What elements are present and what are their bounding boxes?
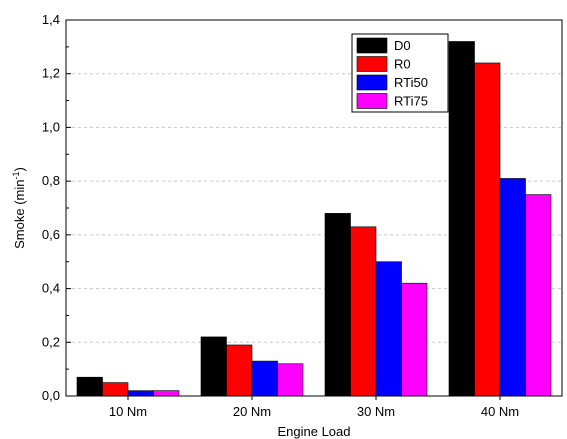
bar-rti50-2 — [375, 261, 402, 397]
legend-label-rti75: RTi75 — [394, 94, 428, 109]
legend-swatch-r0 — [356, 56, 388, 72]
bar-r0-1 — [226, 344, 253, 397]
bar-d0-0 — [76, 376, 103, 397]
y-tick-label: 0,0 — [42, 388, 60, 403]
y-axis-title: Smoke (min-1) — [11, 167, 27, 249]
y-axis-title-suffix: ) — [12, 167, 27, 171]
bar-rti75-1 — [277, 363, 304, 397]
x-tick-label: 10 Nm — [109, 404, 147, 419]
y-tick-label: 0,6 — [42, 227, 60, 242]
y-tick-label: 1,4 — [42, 12, 60, 27]
legend-swatch-rti75 — [356, 93, 388, 109]
y-axis-title-superscript: -1 — [11, 171, 21, 179]
y-tick-label: 0,2 — [42, 334, 60, 349]
bar-rti50-1 — [251, 360, 278, 397]
bar-d0-3 — [448, 41, 475, 397]
y-tick-label: 0,8 — [42, 173, 60, 188]
bar-rti75-3 — [525, 194, 552, 397]
bar-r0-2 — [350, 226, 377, 397]
x-tick-label: 40 Nm — [481, 404, 519, 419]
bar-d0-2 — [324, 213, 351, 397]
legend-label-d0: D0 — [394, 38, 411, 53]
bars — [76, 41, 552, 397]
bar-r0-3 — [474, 62, 501, 397]
y-tick-label: 0,4 — [42, 281, 60, 296]
y-axis: 0,0 0,2 0,4 0,6 0,8 1,0 1,2 1,4 — [42, 12, 71, 403]
y-tick-label: 1,2 — [42, 66, 60, 81]
y-axis-title-main: Smoke (min — [12, 180, 27, 249]
legend: D0 R0 RTi50 RTi75 — [351, 33, 449, 113]
legend-swatch-rti50 — [356, 74, 388, 91]
legend-label-r0: R0 — [394, 57, 411, 72]
legend-label-rti50: RTi50 — [394, 75, 428, 90]
bar-rti50-0 — [127, 390, 154, 397]
gridlines — [66, 73, 562, 343]
x-tick-label: 30 Nm — [357, 404, 395, 419]
x-axis-title: Engine Load — [277, 424, 350, 439]
bar-rti75-2 — [401, 282, 428, 397]
bar-rti75-0 — [153, 390, 180, 397]
bar-rti50-3 — [499, 178, 526, 397]
bar-d0-1 — [200, 336, 227, 397]
bar-r0-0 — [102, 382, 129, 397]
y-tick-label: 1,0 — [42, 119, 60, 134]
legend-swatch-d0 — [356, 37, 388, 54]
x-tick-label: 20 Nm — [233, 404, 271, 419]
x-axis: 10 Nm 20 Nm 30 Nm 40 Nm — [109, 396, 519, 419]
